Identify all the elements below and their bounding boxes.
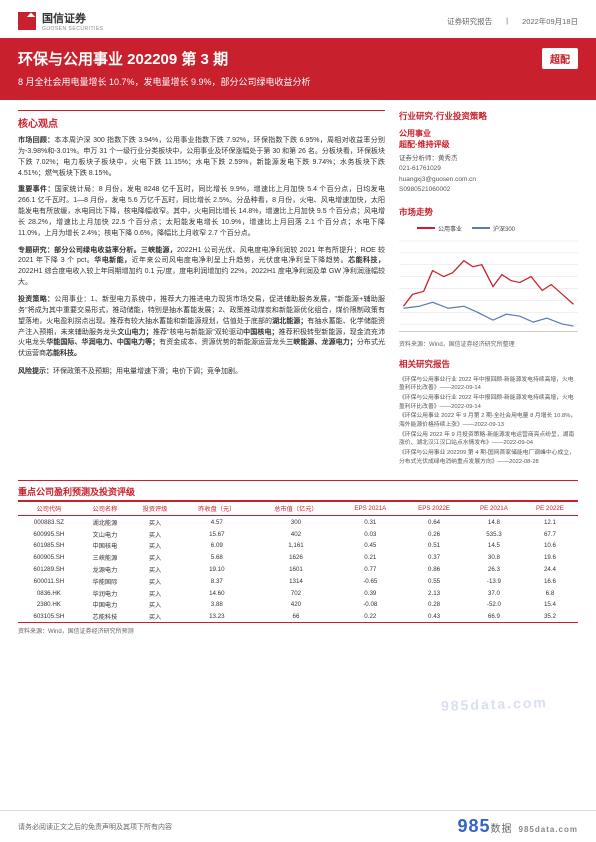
table-section: 重点公司盈利预测及投资评级 公司代码公司名称投资评级昨收盘（元）总市值（亿元）E… [0,480,596,635]
page: 国信证券 GUOSEN SECURITIES 证券研究报告 | 2022年09月… [0,0,596,842]
para-risk: 风险提示：环保政策不及预期；用电量增速下滑；电价下调；竞争加剧。 [18,366,385,376]
table-source: 资料来源：Wind，国信证券经济研究所预测 [18,623,578,635]
para-events: 重要事件：国家统计局：8 月份，发电 8248 亿千瓦时，同比增长 9.9%，增… [18,185,385,239]
report-title: 环保与公用事业 202209 第 3 期 [18,48,311,69]
para-research: 专题研究：部分公司绿电收益率分析。三峡能源，2022H1 公司光伏、风电度电净利… [18,246,385,289]
para-market: 市场回顾：本本周沪深 300 指数下跌 3.94%，公用事业指数下跌 7.92%… [18,136,385,179]
table-row: 000883.SZ湖北能源买入4.573000.310.6414.812.1 [18,516,578,528]
logo-mark [18,12,36,30]
table-row: 600011.SH华能国际买入8.371314-0.650.55-13.916.… [18,575,578,587]
reports-heading: 相关研究报告 [399,358,578,370]
right-column: 行业研究·行业投资策略 公用事业 超配·维持评级 证券分析师：黄秀杰 021-6… [399,110,578,476]
analyst-email: huangxj3@guosen.com.cn [399,175,578,185]
chart-legend: 公用事业 沪深300 [399,224,578,233]
r-heading-1: 行业研究·行业投资策略 [399,110,578,122]
earnings-table: 公司代码公司名称投资评级昨收盘（元）总市值（亿元）EPS 2021AEPS 20… [18,502,578,623]
reports-list: 《环保与公用事业行业 2022 年中报回顾-新能源发电持续高增，火电盈利环比改善… [399,376,578,467]
table-row: 0836.HK华润电力买入14.607020.392.1337.06.8 [18,587,578,599]
chart-source: 资料来源：Wind，国信证券经济研究所整理 [399,336,578,348]
table-header-row: 公司代码公司名称投资评级昨收盘（元）总市值（亿元）EPS 2021AEPS 20… [18,502,578,516]
doc-type: 证券研究报告 [447,16,492,27]
watermark: 985data.com [441,694,548,714]
title-band: 环保与公用事业 202209 第 3 期 8 月全社会用电量增长 10.7%，发… [0,38,596,100]
r-sector: 公用事业 [399,128,578,139]
table-row: 601289.SH龙源电力买入19.1016010.770.8626.324.4 [18,564,578,576]
main-columns: 核心观点 市场回顾：本本周沪深 300 指数下跌 3.94%，公用事业指数下跌 … [0,100,596,480]
table-row: 600905.SH三峡能源买入5.6816260.210.3730.819.6 [18,552,578,564]
table-row: 601985.SH中国核电买入6.091,1610.450.5114.510.6 [18,540,578,552]
analyst-name: 证券分析师：黄秀杰 [399,154,578,164]
logo-text: 国信证券 [42,10,104,26]
left-column: 核心观点 市场回顾：本本周沪深 300 指数下跌 3.94%，公用事业指数下跌 … [18,110,385,476]
report-subtitle: 8 月全社会用电量增长 10.7%，发电量增长 9.9%，部分公司绿电收益分析 [18,75,311,88]
logo: 国信证券 GUOSEN SECURITIES [18,10,104,32]
trend-chart [399,237,578,332]
table-row: 603105.SH芯能科技买入13.23660.220.4366.935.2 [18,611,578,623]
analyst-phone: 021-61761029 [399,164,578,174]
rating-tag: 超配 [542,48,578,69]
analyst-cert: S0980521060002 [399,185,578,195]
footer: 请务必阅读正文之后的免责声明及其项下所有内容 985数据 985data.com [0,810,596,842]
table-title: 重点公司盈利预测及投资评级 [18,480,578,502]
header-right: 证券研究报告 | 2022年09月18日 [447,16,578,27]
logo-subtext: GUOSEN SECURITIES [42,26,104,32]
footer-logo: 985数据 985data.com [457,816,578,837]
core-heading: 核心观点 [18,110,385,130]
table-row: 600995.SH文山电力买入15.674020.030.26535.367.7 [18,528,578,540]
footer-disclaimer: 请务必阅读正文之后的免责声明及其项下所有内容 [18,822,172,832]
doc-date: 2022年09月18日 [522,16,578,27]
r-rating: 超配·维持评级 [399,139,578,150]
trend-heading: 市场走势 [399,206,578,218]
para-strategy: 投资策略：公用事业：1、新型电力系统中，推荐大力推进电力现货市场交易，促进辅助服… [18,295,385,360]
header: 国信证券 GUOSEN SECURITIES 证券研究报告 | 2022年09月… [0,0,596,38]
table-row: 2380.HK中国电力买入3.88420-0.080.28-52.015.4 [18,599,578,611]
